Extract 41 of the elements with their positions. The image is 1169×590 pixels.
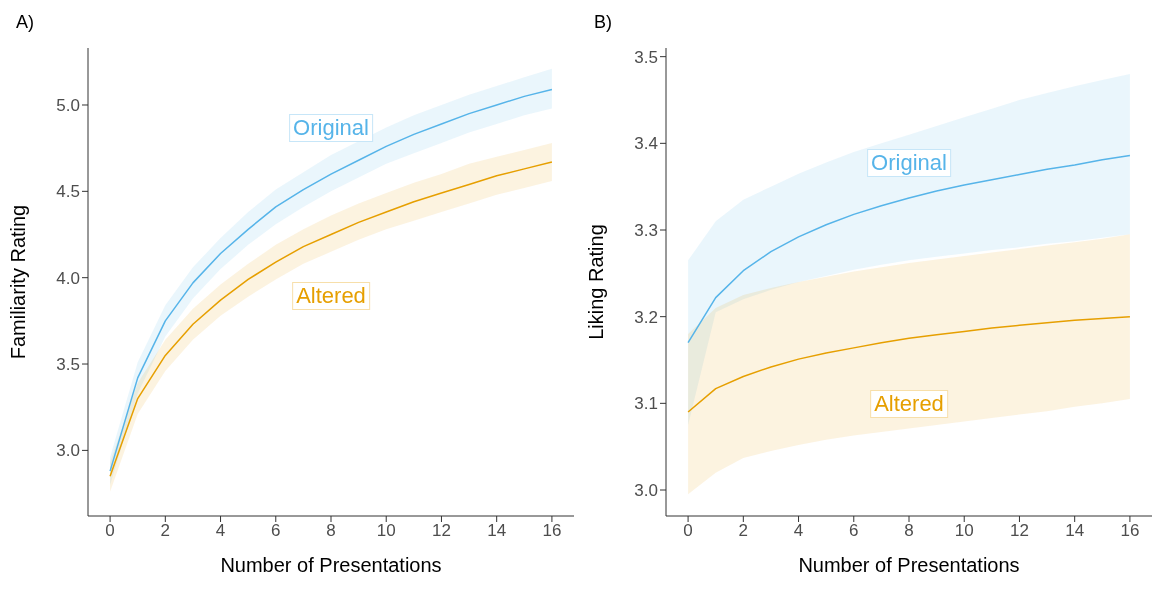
x-tick-label: 4: [793, 521, 804, 541]
x-tick-label: 6: [271, 521, 281, 541]
x-tick-label: 8: [904, 521, 914, 541]
y-tick-label: 3.0: [634, 481, 658, 501]
x-axis-title: Number of Presentations: [220, 554, 442, 576]
chart-title: B): [594, 12, 612, 33]
x-tick-label: 12: [431, 521, 451, 541]
series-label: Original: [867, 148, 951, 177]
x-tick-label: 6: [849, 521, 859, 541]
y-axis-title: Liking Rating: [585, 224, 608, 340]
chart-title: A): [16, 12, 34, 33]
series-label: Altered: [292, 282, 370, 311]
x-tick-label: 14: [1065, 521, 1085, 541]
x-tick-label: 8: [326, 521, 336, 541]
x-tick-label: 14: [487, 521, 507, 541]
y-tick-label: 3.5: [634, 47, 658, 67]
x-axis-title: Number of Presentations: [798, 554, 1020, 576]
y-tick-label: 5.0: [56, 96, 80, 116]
line-series: [687, 315, 1131, 413]
x-tick-label: 10: [376, 521, 396, 541]
y-tick-label: 3.1: [634, 394, 658, 414]
x-tick-label: 12: [1009, 521, 1029, 541]
y-tick-label: 3.4: [634, 134, 658, 154]
x-tick-label: 10: [954, 521, 974, 541]
y-axis-title: Familiarity Rating: [7, 204, 30, 360]
x-tick-label: 2: [160, 521, 171, 541]
series-label: Original: [289, 113, 373, 142]
x-tick-label: 0: [105, 521, 115, 541]
y-tick-label: 3.5: [56, 355, 80, 375]
y-tick-label: 4.5: [56, 182, 80, 202]
x-tick-label: 0: [683, 521, 693, 541]
x-tick-label: 2: [738, 521, 749, 541]
x-tick-label: 16: [542, 521, 562, 541]
y-tick-label: 3.3: [634, 221, 658, 241]
y-tick-label: 3.0: [56, 441, 80, 461]
line-series: [687, 154, 1131, 344]
x-tick-label: 16: [1120, 521, 1140, 541]
x-tick-label: 4: [215, 521, 226, 541]
y-tick-label: 4.0: [56, 268, 80, 288]
y-tick-label: 3.2: [634, 307, 658, 327]
text: Altered: [870, 389, 948, 418]
